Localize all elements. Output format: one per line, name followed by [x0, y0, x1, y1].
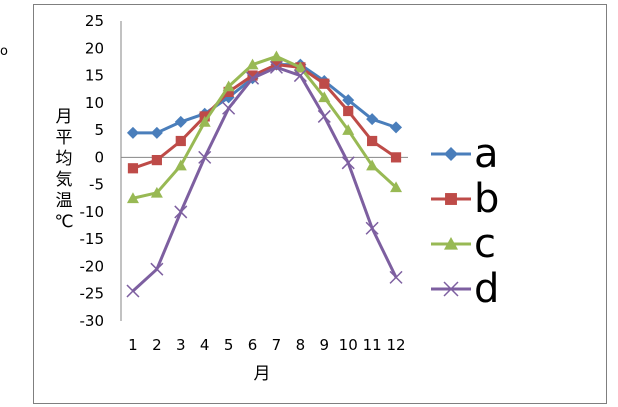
data-point-triangle — [222, 80, 235, 92]
data-point-triangle — [390, 181, 403, 193]
data-point-x — [293, 69, 307, 83]
data-point-diamond — [390, 121, 403, 134]
legend-item-a: a — [431, 131, 499, 177]
data-point-x — [365, 221, 379, 235]
legend-label: c — [474, 221, 496, 267]
data-point-square — [343, 105, 354, 117]
x-tick-label: 4 — [200, 336, 210, 354]
data-point-diamond — [174, 115, 187, 128]
y-axis-label-char: 均 — [56, 149, 73, 169]
y-tick-label: -10 — [80, 203, 105, 221]
legend-item-b: b — [431, 176, 499, 222]
y-tick-label: -30 — [80, 312, 105, 330]
series-line — [132, 63, 397, 170]
legend-label: a — [474, 131, 499, 177]
data-point-triangle — [246, 58, 259, 70]
y-tick-label: -25 — [80, 285, 105, 303]
data-point-triangle — [318, 91, 331, 103]
data-point-x — [126, 284, 140, 298]
legend-label: b — [474, 176, 499, 222]
x-tick-label: 7 — [272, 336, 282, 354]
data-point-x — [341, 156, 355, 170]
y-tick-label: 25 — [85, 12, 104, 30]
y-tick-label: 10 — [85, 94, 104, 112]
legend-item-c: c — [431, 221, 496, 267]
data-point-triangle — [174, 159, 187, 171]
data-point-diamond — [126, 126, 139, 139]
x-tick-label: 6 — [248, 336, 258, 354]
series-d — [126, 60, 403, 298]
y-tick-label: -20 — [80, 257, 105, 275]
data-point-triangle — [150, 186, 163, 198]
stray-text: o — [0, 44, 8, 59]
y-axis-label-char: 温 — [56, 191, 73, 211]
series-line — [131, 65, 398, 293]
y-axis-label-char: 平 — [56, 128, 73, 148]
x-tick-label: 5 — [224, 336, 234, 354]
data-point-diamond — [150, 126, 163, 139]
data-point-square — [127, 163, 139, 174]
data-point-triangle — [294, 61, 307, 73]
y-tick-label: 0 — [94, 148, 104, 166]
series-group — [126, 50, 403, 298]
x-tick-label: 11 — [363, 336, 382, 354]
data-point-square — [390, 152, 402, 163]
x-axis-label: 月 — [254, 364, 271, 384]
x-tick-label: 1 — [128, 336, 138, 354]
y-tick-label: 15 — [85, 67, 104, 85]
y-tick-label: -15 — [80, 230, 105, 248]
chart-frame — [33, 4, 607, 404]
y-axis-label-char: 月 — [56, 107, 73, 127]
x-tick-label: 10 — [339, 336, 358, 354]
data-point-square — [271, 59, 282, 70]
data-point-square — [319, 78, 330, 89]
series-b — [127, 59, 402, 174]
data-point-triangle — [270, 50, 283, 62]
data-point-x — [150, 262, 164, 276]
data-point-x — [269, 60, 283, 74]
y-axis-label-char: 気 — [56, 170, 73, 190]
data-point-diamond — [444, 147, 458, 161]
x-tick-label: 8 — [296, 336, 306, 354]
data-point-square — [247, 70, 258, 81]
data-point-triangle — [366, 159, 379, 171]
y-tick-label: 5 — [94, 121, 104, 139]
data-point-diamond — [366, 113, 379, 126]
x-tick-label: 12 — [386, 336, 405, 354]
data-point-square — [151, 154, 162, 166]
y-tick-label: -5 — [89, 176, 104, 194]
data-point-triangle — [126, 192, 139, 204]
data-point-triangle — [444, 237, 458, 250]
x-tick-label: 2 — [152, 336, 162, 354]
data-point-square — [175, 135, 186, 147]
data-point-diamond — [342, 94, 355, 107]
data-point-triangle — [198, 115, 211, 127]
data-point-triangle — [342, 124, 355, 135]
data-point-x — [443, 281, 459, 297]
data-point-x — [222, 101, 236, 115]
data-point-square — [445, 193, 457, 205]
data-point-x — [389, 270, 403, 284]
data-point-x — [317, 109, 331, 123]
legend-label: d — [474, 266, 499, 312]
legend-item-d: d — [431, 266, 499, 312]
y-tick-label: 20 — [85, 39, 104, 57]
x-tick-label: 9 — [320, 336, 330, 354]
data-point-x — [246, 71, 260, 85]
series-c — [126, 50, 403, 204]
data-point-square — [367, 135, 378, 147]
data-point-x — [174, 205, 188, 219]
x-tick-label: 3 — [176, 336, 186, 354]
y-axis-label-char: ℃ — [54, 212, 73, 232]
data-point-square — [223, 86, 234, 98]
data-point-x — [198, 150, 212, 164]
